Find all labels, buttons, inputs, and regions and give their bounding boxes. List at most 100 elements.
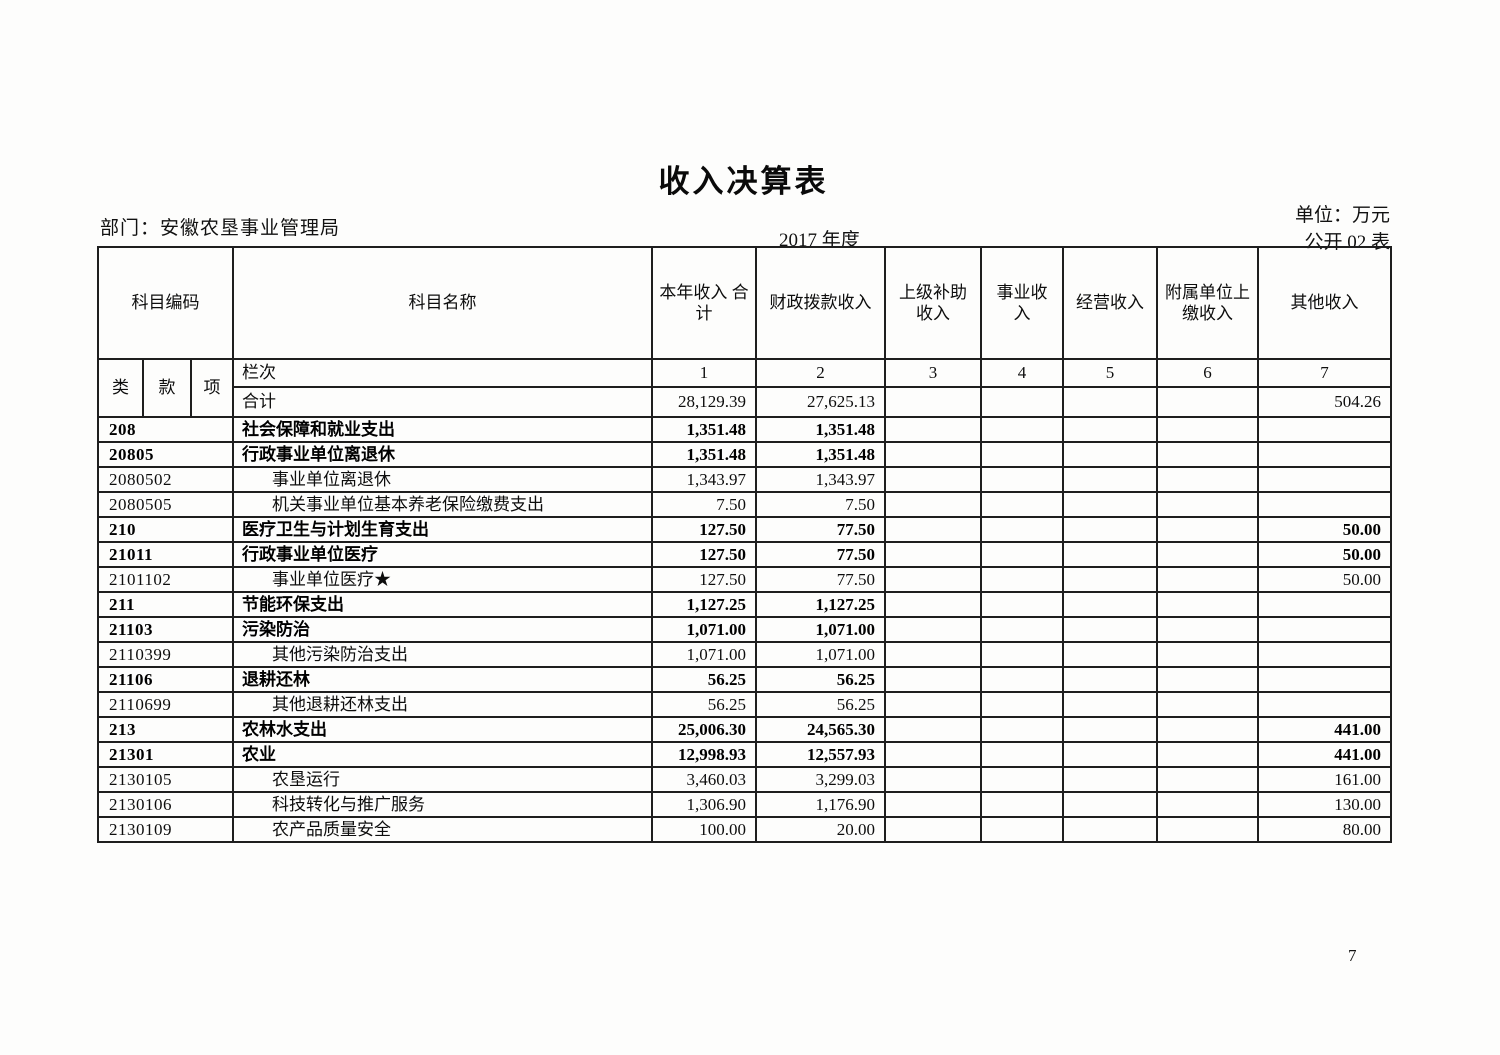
value-cell bbox=[980, 566, 1065, 593]
value-cell bbox=[884, 566, 983, 593]
value-cell bbox=[1062, 691, 1159, 718]
value-cell: 12,998.93 bbox=[651, 741, 758, 768]
value-cell: 1,343.97 bbox=[755, 466, 887, 493]
subject-code-cell: 20805 bbox=[96, 441, 235, 468]
subject-code-cell: 2110699 bbox=[96, 691, 235, 718]
header-subject-code: 科目编码 bbox=[96, 246, 235, 360]
value-cell bbox=[884, 691, 983, 718]
value-cell bbox=[1062, 791, 1159, 818]
table-row: 21301 农业 12,998.93 12,557.93 441.00 bbox=[96, 741, 1393, 768]
subject-code-cell: 2130105 bbox=[96, 766, 235, 793]
value-cell: 1,071.00 bbox=[651, 616, 758, 643]
page-number: 7 bbox=[1348, 946, 1357, 965]
value-cell bbox=[1257, 491, 1393, 518]
subject-name-cell: 事业单位离退休 bbox=[232, 466, 654, 493]
value-cell bbox=[980, 641, 1065, 668]
value-cell: 1,306.90 bbox=[651, 791, 758, 818]
value-cell bbox=[1156, 541, 1260, 568]
value-cell bbox=[1257, 641, 1393, 668]
value-cell: 3,460.03 bbox=[651, 766, 758, 793]
value-cell bbox=[1156, 616, 1260, 643]
value-cell bbox=[980, 791, 1065, 818]
subject-name-cell: 其他污染防治支出 bbox=[232, 641, 654, 668]
value-cell: 56.25 bbox=[755, 666, 887, 693]
value-cell bbox=[1062, 766, 1159, 793]
subject-code-cell: 21301 bbox=[96, 741, 235, 768]
value-cell bbox=[884, 741, 983, 768]
table-row: 2101102 事业单位医疗★ 127.50 77.50 50.00 bbox=[96, 566, 1393, 593]
value-cell: 1,071.00 bbox=[755, 616, 887, 643]
value-cell bbox=[980, 616, 1065, 643]
column-number-3: 3 bbox=[884, 358, 983, 388]
value-cell: 77.50 bbox=[755, 516, 887, 543]
value-cell: 7.50 bbox=[755, 491, 887, 518]
subject-code-cell: 210 bbox=[96, 516, 235, 543]
header-code-item: 项 bbox=[189, 358, 235, 418]
value-cell bbox=[1062, 716, 1159, 743]
subject-code-cell: 208 bbox=[96, 416, 235, 443]
value-cell: 1,343.97 bbox=[651, 466, 758, 493]
table-row: 21011 行政事业单位医疗 127.50 77.50 50.00 bbox=[96, 541, 1393, 568]
subject-code-cell: 213 bbox=[96, 716, 235, 743]
value-cell bbox=[980, 716, 1065, 743]
unit-label: 单位：万元 bbox=[1294, 205, 1390, 226]
value-cell: 80.00 bbox=[1257, 816, 1393, 843]
table-row: 21106 退耕还林 56.25 56.25 bbox=[96, 666, 1393, 693]
value-cell bbox=[1257, 616, 1393, 643]
value-cell bbox=[1062, 491, 1159, 518]
value-cell bbox=[1062, 416, 1159, 443]
subject-name-cell: 行政事业单位离退休 bbox=[232, 441, 654, 468]
value-cell: 130.00 bbox=[1257, 791, 1393, 818]
column-number-6: 6 bbox=[1156, 358, 1260, 388]
table-row: 2080505 机关事业单位基本养老保险缴费支出 7.50 7.50 bbox=[96, 491, 1393, 518]
page-title: 收入决算表 bbox=[658, 164, 829, 199]
subject-name-cell: 科技转化与推广服务 bbox=[232, 791, 654, 818]
value-cell bbox=[1156, 416, 1260, 443]
value-cell: 50.00 bbox=[1257, 566, 1393, 593]
value-cell bbox=[980, 666, 1065, 693]
value-cell bbox=[884, 541, 983, 568]
value-cell bbox=[884, 616, 983, 643]
total-row-label: 合计 bbox=[232, 386, 654, 418]
subject-name-cell: 农垦运行 bbox=[232, 766, 654, 793]
value-cell bbox=[1062, 441, 1159, 468]
column-number-1: 1 bbox=[651, 358, 758, 388]
value-cell bbox=[1257, 666, 1393, 693]
header-lanci: 栏次 bbox=[232, 358, 654, 388]
table-row: 2130106 科技转化与推广服务 1,306.90 1,176.90 130.00 bbox=[96, 791, 1393, 818]
value-cell bbox=[980, 516, 1065, 543]
value-cell: 1,351.48 bbox=[755, 416, 887, 443]
value-cell bbox=[1156, 666, 1260, 693]
value-cell bbox=[1257, 591, 1393, 618]
subject-name-cell: 事业单位医疗★ bbox=[232, 566, 654, 593]
table-row: 208 社会保障和就业支出 1,351.48 1,351.48 bbox=[96, 416, 1393, 443]
table-row: 21103 污染防治 1,071.00 1,071.00 bbox=[96, 616, 1393, 643]
header-row-columns: 类 款 项 栏次 1 2 3 4 5 6 7 bbox=[97, 358, 1393, 418]
table-row: 213 农林水支出 25,006.30 24,565.30 441.00 bbox=[96, 716, 1393, 743]
subject-name-cell: 农产品质量安全 bbox=[232, 816, 654, 843]
value-cell bbox=[884, 766, 983, 793]
value-cell bbox=[1156, 741, 1260, 768]
header-operating-income: 事业收 入 bbox=[980, 246, 1065, 360]
value-cell bbox=[1062, 641, 1159, 668]
value-cell bbox=[1257, 441, 1393, 468]
value-cell: 25,006.30 bbox=[651, 716, 758, 743]
value-cell: 1,127.25 bbox=[755, 591, 887, 618]
value-cell bbox=[980, 816, 1065, 843]
header-fiscal-appropriation: 财政拨款收入 bbox=[755, 246, 887, 360]
value-cell bbox=[884, 591, 983, 618]
subject-name-cell: 机关事业单位基本养老保险缴费支出 bbox=[232, 491, 654, 518]
table-row: 2130105 农垦运行 3,460.03 3,299.03 161.00 bbox=[96, 766, 1393, 793]
value-cell bbox=[1062, 541, 1159, 568]
value-cell bbox=[884, 416, 983, 443]
value-cell bbox=[1156, 766, 1260, 793]
subject-code-cell: 21103 bbox=[96, 616, 235, 643]
table-row: 211 节能环保支出 1,127.25 1,127.25 bbox=[96, 591, 1393, 618]
value-cell bbox=[884, 491, 983, 518]
value-cell bbox=[1062, 816, 1159, 843]
table-row: 2110699 其他退耕还林支出 56.25 56.25 bbox=[96, 691, 1393, 718]
value-cell bbox=[980, 466, 1065, 493]
header-row-main: 科目编码 科目名称 本年收入 合计 财政拨款收入 上级补助 收入 事业收 入 经… bbox=[96, 246, 1393, 360]
value-cell bbox=[1062, 566, 1159, 593]
subject-name-cell: 医疗卫生与计划生育支出 bbox=[232, 516, 654, 543]
